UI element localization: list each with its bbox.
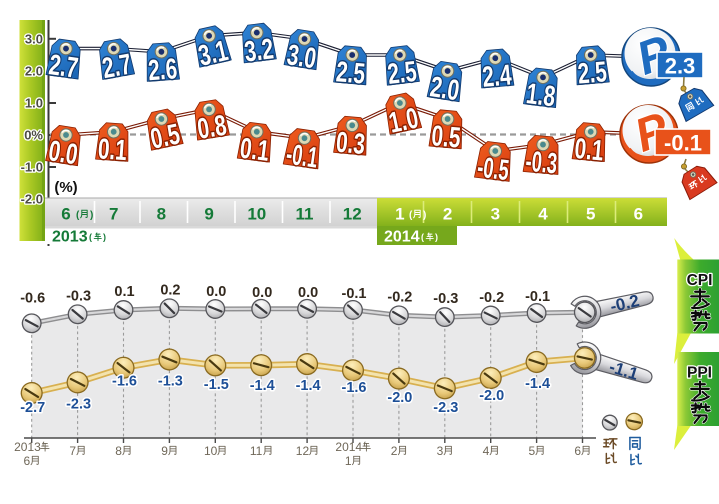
svg-text:-1.6: -1.6	[112, 374, 137, 390]
svg-text:-0.6: -0.6	[20, 290, 45, 306]
svg-text:2.4: 2.4	[481, 59, 513, 93]
svg-text:2.5: 2.5	[386, 56, 419, 91]
svg-text:8: 8	[115, 444, 122, 458]
svg-text:-0.5: -0.5	[475, 152, 510, 188]
svg-text:-2.0: -2.0	[21, 192, 43, 207]
svg-text:0%: 0%	[24, 128, 43, 143]
svg-text:-1.4: -1.4	[250, 378, 275, 394]
svg-text:10: 10	[247, 205, 266, 224]
svg-text:8: 8	[157, 205, 166, 224]
svg-text:0.8: 0.8	[195, 110, 229, 146]
svg-text:10: 10	[204, 444, 218, 458]
svg-text:9: 9	[204, 205, 213, 224]
svg-text:0.1: 0.1	[573, 133, 605, 167]
svg-text:0.0: 0.0	[298, 285, 318, 301]
svg-text:1.0: 1.0	[25, 96, 43, 111]
svg-text:3.0: 3.0	[285, 39, 319, 75]
svg-text:PPI: PPI	[687, 365, 712, 382]
svg-text:2013: 2013	[14, 440, 41, 454]
svg-text:3.0: 3.0	[25, 31, 43, 46]
svg-text:2.0: 2.0	[428, 71, 462, 107]
svg-text:2: 2	[391, 444, 398, 458]
svg-text:3: 3	[437, 444, 444, 458]
svg-text:2014: 2014	[335, 440, 362, 454]
svg-text:2.7: 2.7	[100, 49, 134, 86]
svg-text:0.0: 0.0	[252, 285, 272, 301]
svg-text:-0.3: -0.3	[524, 146, 558, 181]
svg-text:0.0: 0.0	[206, 284, 226, 300]
svg-text:0.3: 0.3	[335, 127, 367, 161]
svg-text:CPI: CPI	[687, 272, 713, 289]
svg-text:-1.4: -1.4	[296, 378, 321, 394]
svg-text:5: 5	[529, 444, 536, 458]
svg-text:6: 6	[24, 454, 31, 468]
svg-text:-0.1: -0.1	[342, 286, 367, 302]
svg-text:4: 4	[538, 205, 548, 224]
svg-text:3: 3	[491, 205, 500, 224]
svg-text:-0.3: -0.3	[433, 291, 458, 307]
svg-text:5: 5	[586, 205, 595, 224]
svg-text:-2.0: -2.0	[387, 390, 412, 406]
svg-text:0.1: 0.1	[238, 133, 271, 168]
svg-text:-1.6: -1.6	[342, 380, 367, 396]
svg-text:2.5: 2.5	[335, 56, 367, 90]
svg-text:12: 12	[343, 205, 362, 224]
svg-text:(: (	[409, 210, 413, 221]
svg-text:-0.1: -0.1	[284, 138, 320, 174]
svg-text:-0.3: -0.3	[66, 288, 91, 304]
svg-text:-1.5: -1.5	[204, 377, 229, 393]
svg-text:-0.1: -0.1	[664, 131, 702, 156]
svg-text:): )	[423, 210, 426, 221]
svg-text:-1.0: -1.0	[21, 160, 43, 175]
svg-text:2: 2	[443, 205, 452, 224]
svg-text:): )	[435, 232, 438, 242]
svg-text:6: 6	[574, 444, 581, 458]
svg-text:0.2: 0.2	[160, 282, 180, 298]
svg-text:2013: 2013	[52, 229, 88, 246]
svg-text:-0.1: -0.1	[525, 289, 550, 305]
svg-text:-2.3: -2.3	[433, 400, 458, 416]
svg-text:(: (	[76, 210, 80, 221]
svg-text:2.6: 2.6	[147, 53, 178, 87]
svg-text:0.5: 0.5	[148, 118, 183, 155]
svg-text:2.5: 2.5	[576, 56, 608, 90]
svg-text:-0.2: -0.2	[387, 289, 412, 305]
svg-text:2.0: 2.0	[25, 63, 43, 78]
svg-text:12: 12	[296, 444, 310, 458]
svg-text:-1.4: -1.4	[525, 376, 550, 392]
svg-text:): )	[103, 232, 106, 242]
svg-text:6: 6	[61, 205, 70, 224]
svg-text:-2.7: -2.7	[20, 400, 45, 416]
svg-text:1.0: 1.0	[386, 102, 421, 139]
svg-text:7: 7	[69, 444, 76, 458]
svg-text:1.8: 1.8	[524, 78, 557, 113]
svg-text:-2.3: -2.3	[66, 396, 91, 412]
svg-text:2.3: 2.3	[665, 54, 696, 79]
svg-text:2014: 2014	[384, 229, 420, 246]
svg-text:0.5: 0.5	[430, 120, 462, 154]
svg-text:-2.0: -2.0	[479, 388, 504, 404]
svg-text:11: 11	[296, 205, 314, 224]
svg-text:(: (	[421, 232, 424, 242]
svg-text:-1.3: -1.3	[158, 374, 183, 390]
svg-text:1: 1	[345, 454, 352, 468]
svg-text:-0.2: -0.2	[479, 290, 504, 306]
svg-text:11: 11	[250, 444, 263, 458]
svg-text:): )	[90, 210, 93, 221]
svg-text:(%): (%)	[54, 179, 77, 196]
svg-text:9: 9	[161, 444, 168, 458]
svg-text:1: 1	[395, 205, 404, 224]
svg-text:3.2: 3.2	[243, 33, 276, 68]
svg-text:0.1: 0.1	[114, 284, 134, 300]
svg-text:(: (	[89, 232, 92, 242]
svg-text:7: 7	[109, 205, 118, 224]
svg-text:4: 4	[483, 444, 490, 458]
svg-text:6: 6	[634, 205, 643, 224]
svg-text:0.1: 0.1	[97, 133, 128, 167]
svg-text:0.0: 0.0	[46, 135, 80, 171]
svg-text:2.7: 2.7	[47, 49, 80, 85]
